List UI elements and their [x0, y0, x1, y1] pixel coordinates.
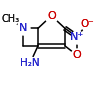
- Text: N⁺: N⁺: [70, 32, 84, 42]
- Text: H₂N: H₂N: [21, 58, 40, 68]
- Text: H₂N: H₂N: [21, 58, 40, 68]
- Text: O: O: [73, 50, 82, 60]
- Text: N⁺: N⁺: [70, 32, 84, 42]
- Text: N: N: [18, 23, 27, 33]
- Text: CH₃: CH₃: [2, 14, 20, 24]
- Text: O⁻: O⁻: [80, 19, 94, 29]
- Text: N: N: [18, 23, 27, 33]
- Text: O: O: [47, 11, 56, 21]
- Text: O: O: [73, 50, 82, 60]
- Text: O: O: [47, 11, 56, 21]
- Text: CH₃: CH₃: [2, 14, 20, 24]
- Text: O⁻: O⁻: [80, 19, 94, 29]
